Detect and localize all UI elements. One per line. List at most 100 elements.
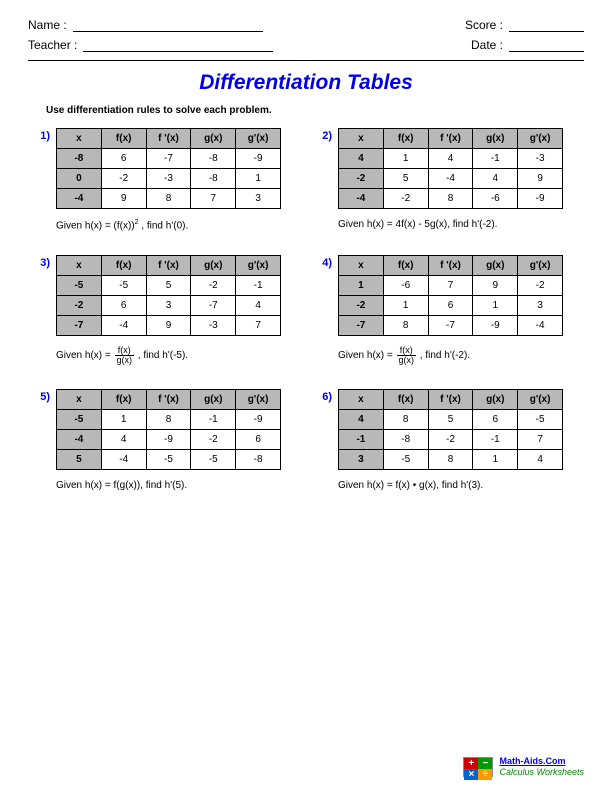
table-cell: -2 — [57, 296, 102, 316]
table-row: 3-5814 — [339, 450, 563, 470]
table-header-cell: x — [339, 390, 384, 410]
table-row: -44-9-26 — [57, 430, 281, 450]
table-row: -25-449 — [339, 169, 563, 189]
table-cell: 9 — [518, 169, 563, 189]
table-cell: 3 — [518, 296, 563, 316]
table-header-cell: g'(x) — [518, 390, 563, 410]
table-cell: -4 — [57, 430, 102, 450]
table-cell: 1 — [383, 296, 428, 316]
footer-logo-icon: +−×÷ — [463, 757, 493, 777]
table-header-cell: x — [57, 129, 102, 149]
table-cell: 5 — [57, 450, 102, 470]
table-cell: 4 — [473, 169, 518, 189]
table-header-cell: f(x) — [383, 390, 428, 410]
table-header-cell: f '(x) — [146, 129, 191, 149]
footer-site: Math-Aids.Com — [499, 756, 584, 767]
teacher-label: Teacher : — [28, 38, 77, 52]
table-row: 414-1-3 — [339, 149, 563, 169]
table-header-cell: g'(x) — [518, 129, 563, 149]
table-cell: 4 — [339, 149, 384, 169]
data-table: xf(x)f '(x)g(x)g'(x)414-1-3-25-449-4-28-… — [338, 128, 563, 209]
data-table: xf(x)f '(x)g(x)g'(x)-5-55-2-1-263-74-7-4… — [56, 255, 281, 336]
table-cell: -4 — [428, 169, 473, 189]
problem-number: 1) — [34, 128, 50, 142]
problem: 6)xf(x)f '(x)g(x)g'(x)4856-5-1-8-2-173-5… — [316, 389, 578, 491]
score-label: Score : — [465, 18, 503, 32]
table-cell: -5 — [101, 276, 146, 296]
table-cell: 8 — [146, 189, 191, 209]
given-text: Given h(x) = f(x)g(x) , find h'(-5). — [56, 346, 296, 365]
given-text: Given h(x) = (f(x))2 , find h'(0). — [56, 219, 296, 231]
table-cell: 1 — [473, 296, 518, 316]
table-cell: 4 — [428, 149, 473, 169]
table-cell: 6 — [473, 410, 518, 430]
table-cell: 6 — [101, 296, 146, 316]
table-cell: -2 — [518, 276, 563, 296]
table-cell: 3 — [236, 189, 281, 209]
table-cell: -6 — [473, 189, 518, 209]
table-cell: 5 — [428, 410, 473, 430]
footer: +−×÷ Math-Aids.Com Calculus Worksheets — [463, 756, 584, 778]
table-cell: 6 — [428, 296, 473, 316]
table-cell: 4 — [339, 410, 384, 430]
logo-cell: ÷ — [478, 769, 492, 780]
table-cell: -1 — [191, 410, 236, 430]
table-cell: -5 — [191, 450, 236, 470]
table-cell: -9 — [146, 430, 191, 450]
table-cell: -1 — [473, 430, 518, 450]
table-header-cell: f(x) — [101, 390, 146, 410]
table-cell: 4 — [518, 450, 563, 470]
table-header-cell: f '(x) — [428, 256, 473, 276]
data-table: xf(x)f '(x)g(x)g'(x)1-679-2-21613-78-7-9… — [338, 255, 563, 336]
teacher-blank — [83, 38, 273, 52]
table-cell: -7 — [57, 316, 102, 336]
table-header-cell: g(x) — [473, 256, 518, 276]
table-cell: -7 — [146, 149, 191, 169]
table-cell: -2 — [428, 430, 473, 450]
table-cell: -3 — [518, 149, 563, 169]
table-header-cell: g(x) — [473, 129, 518, 149]
table-cell: -9 — [236, 149, 281, 169]
table-row: -263-74 — [57, 296, 281, 316]
instructions: Use differentiation rules to solve each … — [46, 105, 584, 116]
table-cell: -2 — [339, 169, 384, 189]
table-cell: 1 — [236, 169, 281, 189]
page-title: Differentiation Tables — [28, 71, 584, 95]
table-header-cell: f '(x) — [146, 390, 191, 410]
table-cell: 7 — [236, 316, 281, 336]
table-cell: -7 — [191, 296, 236, 316]
table-cell: -9 — [518, 189, 563, 209]
table-header-cell: f '(x) — [428, 390, 473, 410]
table-cell: -3 — [191, 316, 236, 336]
table-cell: -2 — [191, 276, 236, 296]
name-label: Name : — [28, 18, 67, 32]
table-cell: 9 — [473, 276, 518, 296]
table-cell: 7 — [191, 189, 236, 209]
table-header-cell: x — [57, 390, 102, 410]
table-cell: -3 — [146, 169, 191, 189]
table-row: -518-1-9 — [57, 410, 281, 430]
table-cell: 4 — [236, 296, 281, 316]
table-cell: -4 — [101, 450, 146, 470]
table-cell: 8 — [428, 189, 473, 209]
table-cell: 8 — [383, 410, 428, 430]
table-cell: -4 — [57, 189, 102, 209]
problem: 4)xf(x)f '(x)g(x)g'(x)1-679-2-21613-78-7… — [316, 255, 578, 365]
table-header-cell: x — [339, 256, 384, 276]
table-cell: -5 — [146, 450, 191, 470]
data-table: xf(x)f '(x)g(x)g'(x)-86-7-8-90-2-3-81-49… — [56, 128, 281, 209]
table-cell: 8 — [383, 316, 428, 336]
table-cell: -1 — [339, 430, 384, 450]
given-text: Given h(x) = f(x)g(x) , find h'(-2). — [338, 346, 578, 365]
table-cell: 3 — [339, 450, 384, 470]
table-row: -49873 — [57, 189, 281, 209]
table-cell: 5 — [146, 276, 191, 296]
problems-grid: 1)xf(x)f '(x)g(x)g'(x)-86-7-8-90-2-3-81-… — [28, 128, 584, 491]
table-cell: -2 — [191, 430, 236, 450]
table-header-cell: g(x) — [191, 129, 236, 149]
table-cell: -1 — [236, 276, 281, 296]
table-header-cell: g'(x) — [236, 256, 281, 276]
given-text: Given h(x) = f(g(x)), find h'(5). — [56, 480, 296, 491]
table-header-cell: g'(x) — [518, 256, 563, 276]
data-table: xf(x)f '(x)g(x)g'(x)-518-1-9-44-9-265-4-… — [56, 389, 281, 470]
